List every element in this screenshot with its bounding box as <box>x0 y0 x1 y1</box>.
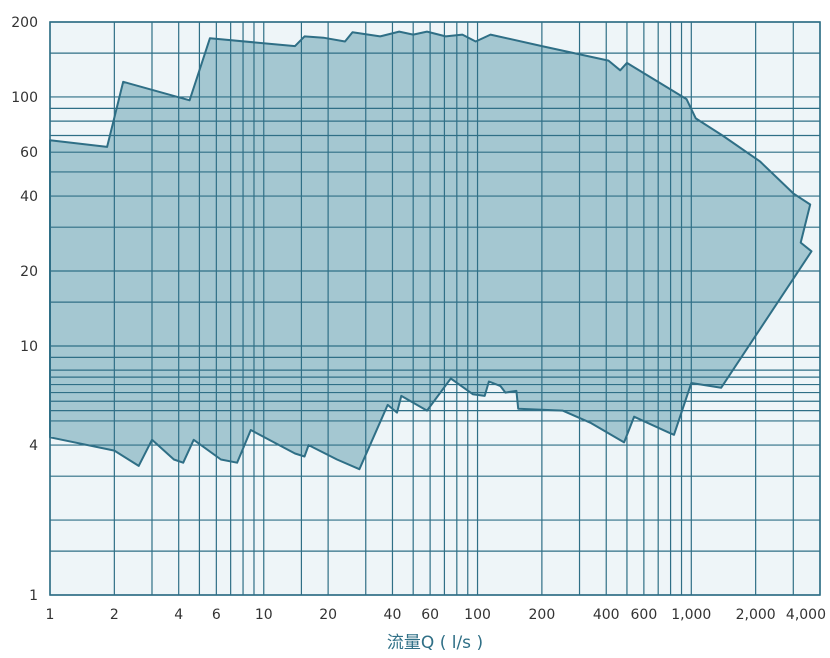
x-tick-label: 400 <box>593 607 620 623</box>
x-axis-label: 流量Q ( l/s ) <box>387 633 483 653</box>
x-tick-label: 100 <box>464 607 491 623</box>
x-tick-label: 4 <box>174 607 183 623</box>
x-tick-label: 10 <box>255 607 273 623</box>
envelope-outline <box>49 30 813 471</box>
y-tick-label: 20 <box>20 264 38 280</box>
x-tick-label: 200 <box>529 607 556 623</box>
x-tick-label: 600 <box>631 607 658 623</box>
envelope-area <box>50 31 812 470</box>
y-tick-label: 40 <box>20 189 38 205</box>
x-tick-label: 60 <box>421 607 439 623</box>
x-tick-label: 4,000 <box>786 607 826 623</box>
x-tick-label: 20 <box>319 607 337 623</box>
y-tick-label: 1 <box>29 588 38 604</box>
plot-frame <box>49 21 821 596</box>
y-tick-labels: 1 4 10 20 40 60 100 200 <box>11 15 38 604</box>
x-tick-labels: 1 2 4 6 10 20 40 60 100 200 400 600 1,000 2,000 4,000 <box>46 607 826 623</box>
x-tick-label: 2,000 <box>736 607 776 623</box>
x-tick-label: 1,000 <box>671 607 711 623</box>
y-tick-label: 60 <box>20 145 38 161</box>
y-tick-label: 4 <box>29 438 38 454</box>
x-tick-label: 1 <box>46 607 55 623</box>
x-tick-label: 6 <box>212 607 221 623</box>
y-tick-label: 100 <box>11 90 38 106</box>
x-tick-label: 2 <box>110 607 119 623</box>
y-tick-label: 10 <box>20 339 38 355</box>
x-tick-label: 40 <box>384 607 402 623</box>
y-tick-label: 200 <box>11 15 38 31</box>
